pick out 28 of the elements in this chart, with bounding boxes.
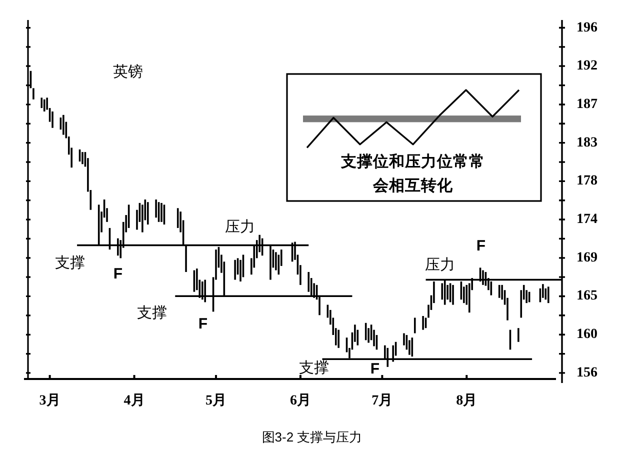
y-tick-label: 169 (576, 250, 598, 266)
text: 英镑 (113, 64, 143, 80)
y-tick-label: 187 (576, 96, 598, 112)
y-tick-label: 196 (576, 20, 598, 36)
y-tick-label: 192 (576, 58, 598, 74)
annotation: 支撑 (299, 360, 329, 376)
annotation: 支撑 (55, 254, 85, 272)
x-tick-label: 5月 (205, 394, 226, 408)
x-tick-label: 4月 (124, 394, 145, 408)
x-tick-label: 8月 (456, 394, 478, 408)
annotation: 支撑 (137, 304, 167, 322)
x-tick-label: 7月 (372, 394, 393, 408)
annotation: F (113, 266, 123, 282)
y-tick-label: 178 (576, 174, 598, 189)
annotation: F (198, 316, 208, 332)
annotation: 压力 (425, 256, 455, 274)
annotation: 支撑位和压力位常常会相互转化 (340, 152, 485, 194)
y-tick-label: 160 (576, 327, 598, 342)
caption: 图3-2 支撑与压力 (262, 430, 362, 444)
y-tick-label: 165 (576, 288, 598, 304)
x-tick-label: 3月 (39, 394, 60, 408)
annotation: F (476, 238, 486, 254)
y-tick-label: 156 (576, 365, 598, 380)
annotation: 压力 (225, 218, 255, 236)
x-tick-label: 6月 (290, 394, 311, 408)
y-tick-label: 183 (576, 135, 598, 150)
y-tick-label: 174 (576, 212, 598, 228)
annotation: F (370, 360, 380, 378)
